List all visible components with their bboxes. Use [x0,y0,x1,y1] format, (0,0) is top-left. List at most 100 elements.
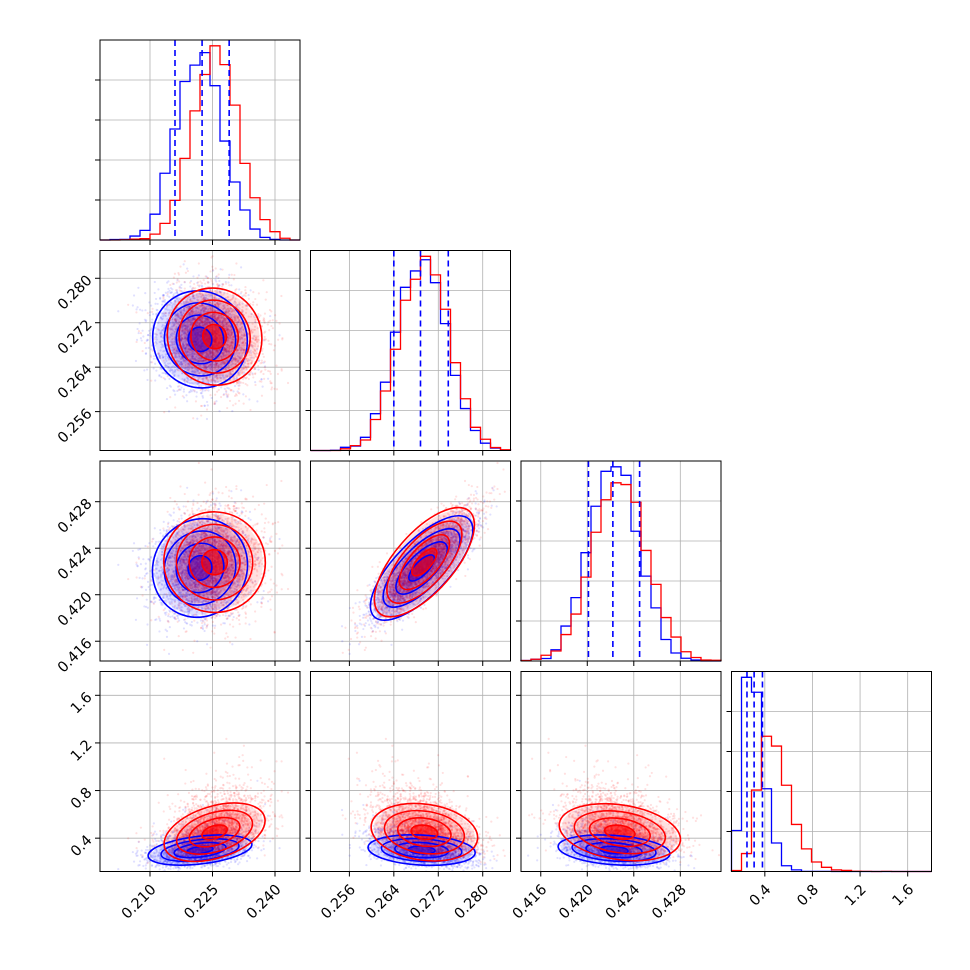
point-blue [244,365,247,368]
point-red [209,394,212,397]
point-blue [195,391,198,394]
point-red [268,329,271,332]
point-blue [177,296,180,299]
point-blue [150,321,154,324]
point-blue [192,275,195,278]
point-red [230,273,233,276]
point-blue [183,358,186,361]
point-blue [189,378,192,381]
point-red [263,335,266,339]
point-blue [167,356,170,360]
point-blue [139,337,143,340]
point-blue [183,367,187,370]
point-blue [162,312,165,315]
point-red [272,349,275,352]
point-blue [169,291,172,294]
point-blue [172,346,175,349]
point-blue [187,324,190,328]
point-blue [171,332,174,335]
point-red [205,408,209,411]
point-blue [193,351,196,354]
point-blue [213,366,216,369]
point-blue [221,308,224,311]
point-blue [171,334,174,338]
point-blue [217,316,220,319]
point-blue [185,359,188,362]
point-blue [213,314,216,318]
point-blue [175,320,178,323]
point-blue [225,350,228,353]
point-blue [219,268,222,271]
point-blue [187,378,190,382]
point-blue [193,357,196,360]
point-blue [237,315,241,319]
point-red [252,291,255,294]
point-blue [176,313,179,317]
point-blue [168,377,171,380]
point-blue [223,387,226,390]
point-blue [164,357,167,360]
point-blue [243,333,246,336]
point-blue [149,334,152,337]
point-blue [204,317,207,320]
point-blue [196,357,199,360]
point-blue [183,334,186,338]
point-blue [215,364,218,367]
point-blue [227,387,230,390]
point-blue [186,377,190,380]
point-red [270,382,273,385]
point-blue [183,378,187,381]
point-red [234,402,237,405]
point-blue [191,317,195,321]
point-red [271,319,274,322]
point-blue [182,359,186,362]
point-red [252,376,255,379]
point-blue [185,342,188,346]
point-blue [242,363,245,366]
point-blue [173,300,177,304]
point-blue [184,349,187,353]
point-red [237,399,241,402]
point-blue [232,358,235,361]
point-red [260,359,263,362]
point-blue [186,324,189,328]
point-blue [179,311,183,314]
point-blue [206,350,209,353]
point-blue [227,324,231,328]
point-blue [206,381,209,384]
panel-backgrounds [100,40,932,872]
point-blue [229,325,232,329]
point-red [137,329,141,333]
point-blue [187,365,190,369]
point-red [219,395,223,399]
point-blue [176,315,180,318]
point-blue [186,366,189,369]
point-blue [238,307,241,310]
point-red [244,292,247,295]
point-blue [238,346,241,349]
point-red [266,323,269,326]
point-blue [197,320,200,323]
point-blue [213,379,216,382]
point-blue [225,390,228,393]
point-red [259,314,262,317]
point-red [246,384,249,387]
point-blue [179,338,183,341]
point-blue [210,320,213,323]
point-blue [229,307,233,310]
point-red [173,272,177,275]
point-blue [166,317,169,321]
point-blue [185,361,188,364]
point-blue [146,378,149,382]
point-blue [236,323,239,326]
point-blue [209,353,212,356]
point-blue [163,298,167,302]
point-blue [143,369,146,372]
point-blue [117,310,120,313]
point-blue [179,361,182,364]
point-blue [278,334,281,337]
point-blue [215,318,218,321]
point-blue [184,331,187,335]
point-red [263,312,267,315]
point-blue [208,367,211,370]
